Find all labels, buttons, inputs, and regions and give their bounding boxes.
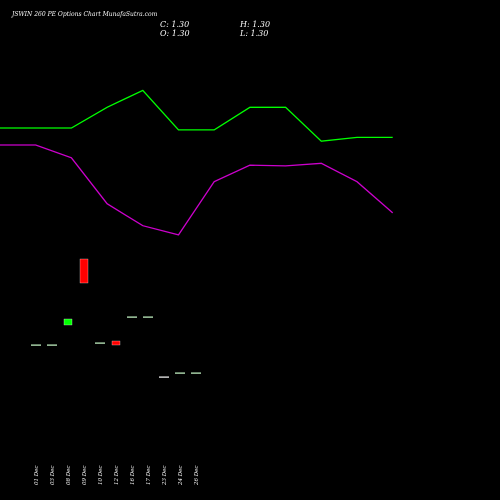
- date-tick-label: 16 Dec: [130, 466, 136, 486]
- date-tick-label: 10 Dec: [98, 466, 104, 486]
- candle-23-dec: [159, 376, 169, 378]
- overlay-lines: [0, 89, 394, 236]
- date-tick-label: 23 Dec: [162, 466, 168, 487]
- date-tick-label: 12 Dec: [114, 466, 120, 486]
- candles: [31, 258, 201, 378]
- candle-17-dec: [143, 316, 153, 318]
- close-readout: C: 1.30: [160, 20, 189, 29]
- candle-24-dec: [175, 372, 185, 374]
- date-tick-label: 08 Dec: [66, 466, 72, 486]
- candle-10-dec: [95, 342, 105, 344]
- candle-12-dec: [111, 340, 121, 346]
- overlay-line-2: [0, 144, 394, 236]
- candle-16-dec: [127, 316, 137, 318]
- date-tick-label: 01 Dec: [34, 466, 40, 486]
- date-tick-label: 03 Dec: [50, 466, 56, 486]
- overlay-line-1: [0, 89, 393, 142]
- date-tick-label: 26 Dec: [194, 466, 200, 487]
- date-tick-label: 09 Dec: [82, 466, 88, 486]
- candle-08-dec: [63, 318, 73, 326]
- high-readout: H: 1.30: [239, 20, 270, 29]
- candle-26-dec: [191, 372, 201, 374]
- date-tick-label: 17 Dec: [146, 466, 152, 486]
- low-readout: L: 1.30: [239, 29, 268, 38]
- candle-09-dec: [79, 258, 89, 284]
- chart-title: JSWIN 260 PE Options Chart MunafaSutra.c…: [10, 11, 158, 18]
- date-axis: 01 Dec 03 Dec 08 Dec 09 Dec 10 Dec 12 Dec 16 D…: [34, 466, 200, 487]
- open-readout: O: 1.30: [160, 29, 190, 38]
- date-tick-label: 24 Dec: [178, 466, 184, 487]
- candle-03-dec: [47, 344, 57, 346]
- candle-01-dec: [31, 344, 41, 346]
